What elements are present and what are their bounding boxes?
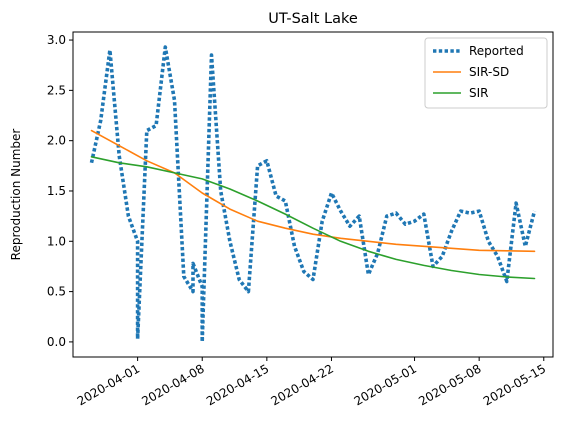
y-tick-label: 2.5	[47, 83, 66, 97]
chart-title: UT-Salt Lake	[268, 11, 358, 27]
y-axis-label: Reproduction Number	[9, 129, 23, 261]
x-tick-label: 2020-05-01	[352, 361, 419, 408]
y-tick-label: 1.0	[47, 234, 66, 248]
x-tick-label: 2020-04-15	[204, 361, 271, 408]
legend-label: SIR	[469, 86, 489, 100]
x-tick-label: 2020-04-08	[139, 361, 206, 408]
x-tick-label: 2020-05-15	[481, 361, 548, 408]
x-tick-label: 2020-04-22	[269, 361, 336, 408]
legend-label: SIR-SD	[469, 65, 509, 79]
y-axis: 0.0 0.5 1.0 1.5 2.0 2.5 3.0	[47, 33, 73, 349]
legend: Reported SIR-SD SIR	[425, 38, 547, 108]
x-tick-label: 2020-04-01	[75, 361, 142, 408]
y-tick-label: 1.5	[47, 184, 66, 198]
x-axis: 2020-04-012020-04-082020-04-152020-04-22…	[75, 357, 549, 408]
series-sir-line	[92, 157, 535, 279]
y-tick-label: 2.0	[47, 134, 66, 148]
series-sir-sd-line	[92, 131, 535, 252]
y-tick-label: 0.0	[47, 335, 66, 349]
y-tick-label: 0.5	[47, 285, 66, 299]
x-tick-label: 2020-05-08	[416, 361, 483, 408]
legend-label: Reported	[469, 44, 524, 58]
y-tick-label: 3.0	[47, 33, 66, 47]
